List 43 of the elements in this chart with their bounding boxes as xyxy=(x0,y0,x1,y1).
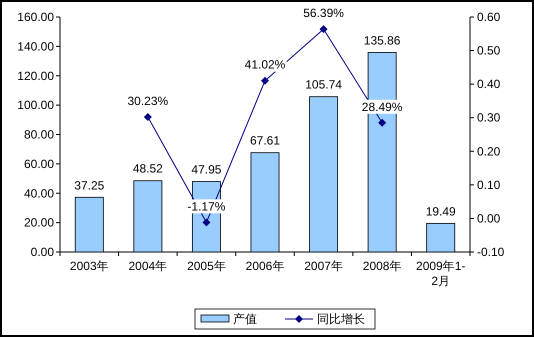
data-label: 47.95 xyxy=(191,162,222,177)
point xyxy=(320,25,328,34)
y-tick-label: 140.00 xyxy=(17,39,54,54)
y-tick-label: 0.00 xyxy=(30,245,54,259)
x-tick-label: 2008年 xyxy=(362,259,402,273)
y-tick-label: 120.00 xyxy=(17,68,54,83)
y-tick-label: 40.00 xyxy=(24,186,54,200)
data-label: 19.49 xyxy=(426,204,456,218)
y-tick-label: 20.00 xyxy=(24,216,54,230)
x-tick-label: 2003年 xyxy=(70,259,109,273)
x-tick-label: 2004年 xyxy=(128,259,168,273)
x-tick-label: 2005年 xyxy=(187,259,226,273)
y2-tick-label: 0.40 xyxy=(477,77,501,92)
point xyxy=(144,112,152,121)
legend-label: 产值 xyxy=(233,312,257,326)
y-tick-label: 100.00 xyxy=(17,98,54,112)
y2-tick-label: 0.20 xyxy=(477,144,501,158)
y2-tick-label: 0.50 xyxy=(477,44,501,58)
data-label: 28.49% xyxy=(362,100,403,114)
data-label: 37.25 xyxy=(74,178,105,192)
data-label: 105.74 xyxy=(305,78,342,92)
data-label: 135.86 xyxy=(364,33,401,48)
y2-tick-label: 0.10 xyxy=(477,178,501,192)
point xyxy=(261,76,269,85)
y2-tick-label: 0.60 xyxy=(477,10,501,24)
data-label: 30.23% xyxy=(128,94,169,108)
data-label: 67.61 xyxy=(250,134,280,148)
y-tick-label: 160.00 xyxy=(17,10,54,24)
x-tick-label: 2009年1-2月 xyxy=(416,259,466,288)
x-tick-label: 2006年 xyxy=(246,259,284,273)
y-tick-label: 80.00 xyxy=(24,128,54,142)
legend-label: 同比增长 xyxy=(317,312,365,326)
data-label: -1.17% xyxy=(187,199,226,214)
point xyxy=(378,118,386,127)
data-label: 41.02% xyxy=(244,58,286,72)
y-tick-label: 60.00 xyxy=(24,156,54,171)
point xyxy=(202,218,210,226)
data-label: 56.39% xyxy=(303,6,344,20)
data-label: 48.52 xyxy=(132,162,164,176)
y2-tick-label: 0.30 xyxy=(477,110,501,125)
y2-tick-label: 0.00 xyxy=(477,211,501,226)
x-tick-label: 2007年 xyxy=(304,259,343,273)
y2-tick-label: -0.10 xyxy=(477,245,505,259)
